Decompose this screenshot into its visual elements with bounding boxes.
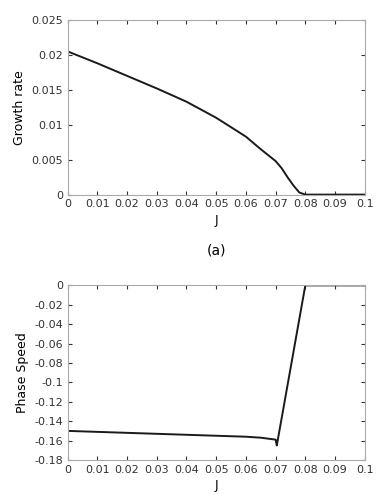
Text: (a): (a)	[206, 244, 226, 258]
X-axis label: J: J	[214, 214, 218, 226]
Y-axis label: Phase Speed: Phase Speed	[15, 332, 29, 413]
Y-axis label: Growth rate: Growth rate	[12, 70, 26, 144]
X-axis label: J: J	[214, 479, 218, 492]
